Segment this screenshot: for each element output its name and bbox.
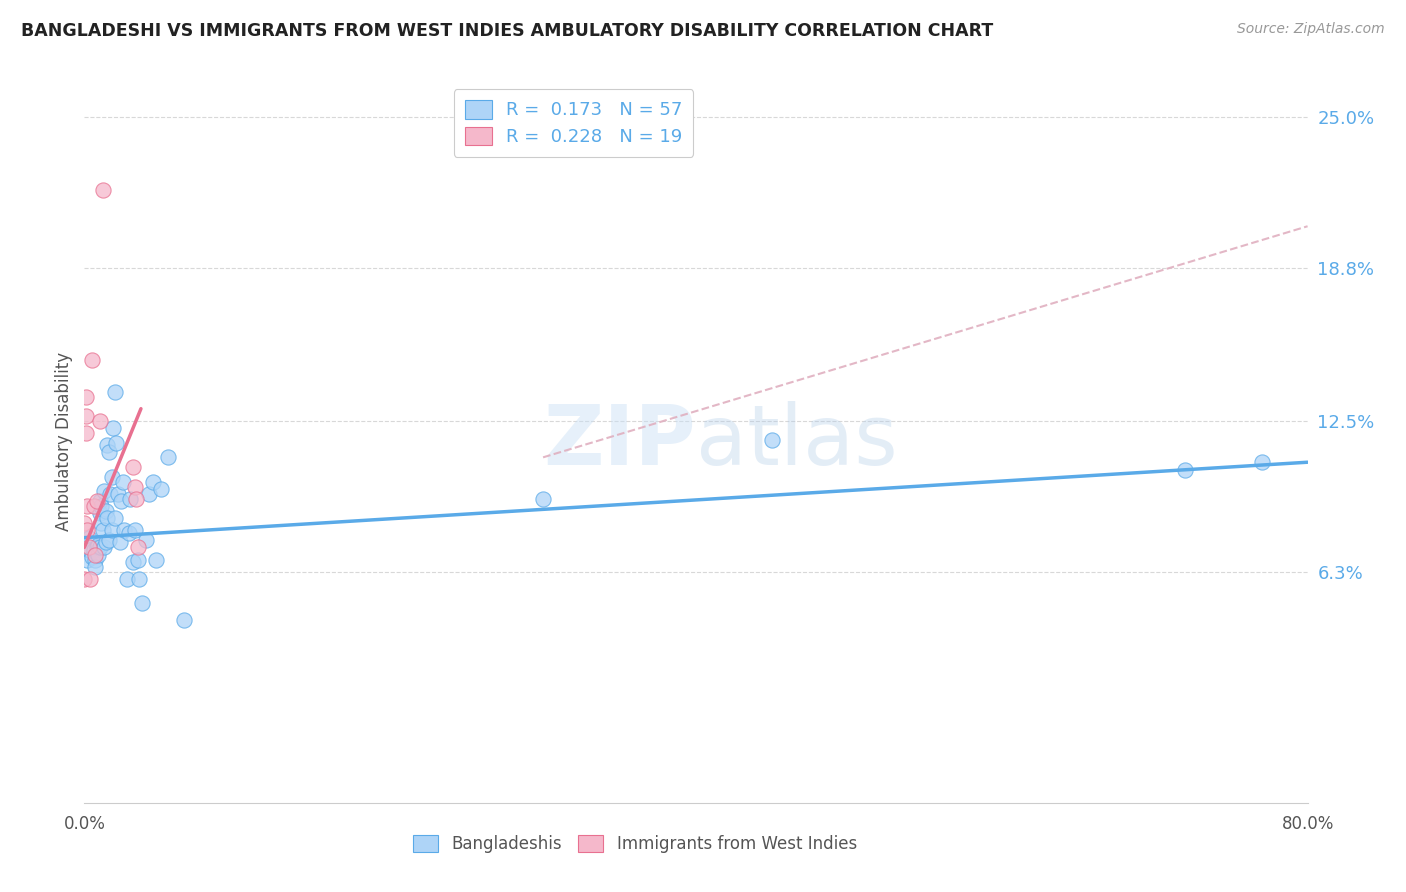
- Point: [101, 470, 124, 484]
- Point: [84, 552, 107, 566]
- Point: [149, 482, 172, 496]
- Point: [94, 504, 117, 518]
- Text: ZIP: ZIP: [544, 401, 696, 482]
- Point: [107, 487, 129, 501]
- Legend: Bangladeshis, Immigrants from West Indies: Bangladeshis, Immigrants from West Indie…: [406, 828, 863, 860]
- Point: [93, 484, 115, 499]
- Point: [173, 613, 195, 627]
- Point: [75, 425, 97, 440]
- Point: [80, 353, 103, 368]
- Point: [97, 445, 120, 459]
- Point: [1250, 455, 1272, 469]
- Point: [91, 524, 114, 538]
- Point: [101, 524, 124, 538]
- Text: BANGLADESHI VS IMMIGRANTS FROM WEST INDIES AMBULATORY DISABILITY CORRELATION CHA: BANGLADESHI VS IMMIGRANTS FROM WEST INDI…: [21, 22, 994, 40]
- Point: [103, 421, 125, 435]
- Text: atlas: atlas: [696, 401, 897, 482]
- Point: [89, 541, 111, 555]
- Point: [75, 390, 97, 404]
- Point: [761, 434, 783, 448]
- Point: [104, 384, 127, 399]
- Point: [531, 491, 554, 506]
- Point: [90, 516, 112, 530]
- Point: [93, 541, 115, 555]
- Point: [127, 552, 149, 566]
- Point: [87, 548, 110, 562]
- Point: [86, 541, 108, 555]
- Point: [87, 538, 110, 552]
- Point: [105, 435, 128, 450]
- Point: [96, 511, 118, 525]
- Point: [124, 524, 146, 538]
- Point: [122, 555, 145, 569]
- Point: [83, 499, 105, 513]
- Point: [77, 541, 100, 555]
- Point: [73, 572, 96, 586]
- Point: [98, 487, 121, 501]
- Point: [91, 183, 114, 197]
- Point: [96, 438, 118, 452]
- Point: [104, 511, 127, 525]
- Point: [145, 552, 167, 566]
- Point: [77, 542, 100, 557]
- Point: [79, 542, 101, 557]
- Point: [124, 479, 146, 493]
- Point: [76, 524, 98, 538]
- Point: [76, 499, 98, 513]
- Point: [89, 494, 111, 508]
- Point: [108, 535, 131, 549]
- Point: [135, 533, 157, 547]
- Point: [76, 552, 98, 566]
- Point: [125, 491, 148, 506]
- Point: [122, 460, 145, 475]
- Point: [128, 572, 150, 586]
- Point: [94, 535, 117, 549]
- Point: [75, 409, 97, 423]
- Point: [142, 475, 165, 489]
- Point: [84, 559, 107, 574]
- Point: [138, 487, 160, 501]
- Point: [73, 516, 96, 530]
- Point: [112, 524, 135, 538]
- Point: [89, 414, 111, 428]
- Point: [111, 475, 134, 489]
- Text: Source: ZipAtlas.com: Source: ZipAtlas.com: [1237, 22, 1385, 37]
- Point: [83, 542, 105, 557]
- Point: [86, 494, 108, 508]
- Point: [118, 525, 141, 540]
- Point: [127, 541, 149, 555]
- Point: [1174, 462, 1197, 476]
- Point: [84, 548, 107, 562]
- Point: [120, 491, 142, 506]
- Point: [110, 494, 132, 508]
- Point: [89, 506, 111, 520]
- Point: [97, 533, 120, 547]
- Point: [131, 596, 153, 610]
- Point: [80, 550, 103, 565]
- Point: [115, 572, 138, 586]
- Y-axis label: Ambulatory Disability: Ambulatory Disability: [55, 352, 73, 531]
- Point: [75, 541, 97, 555]
- Point: [90, 499, 112, 513]
- Point: [79, 572, 101, 586]
- Point: [157, 450, 180, 465]
- Point: [77, 531, 100, 545]
